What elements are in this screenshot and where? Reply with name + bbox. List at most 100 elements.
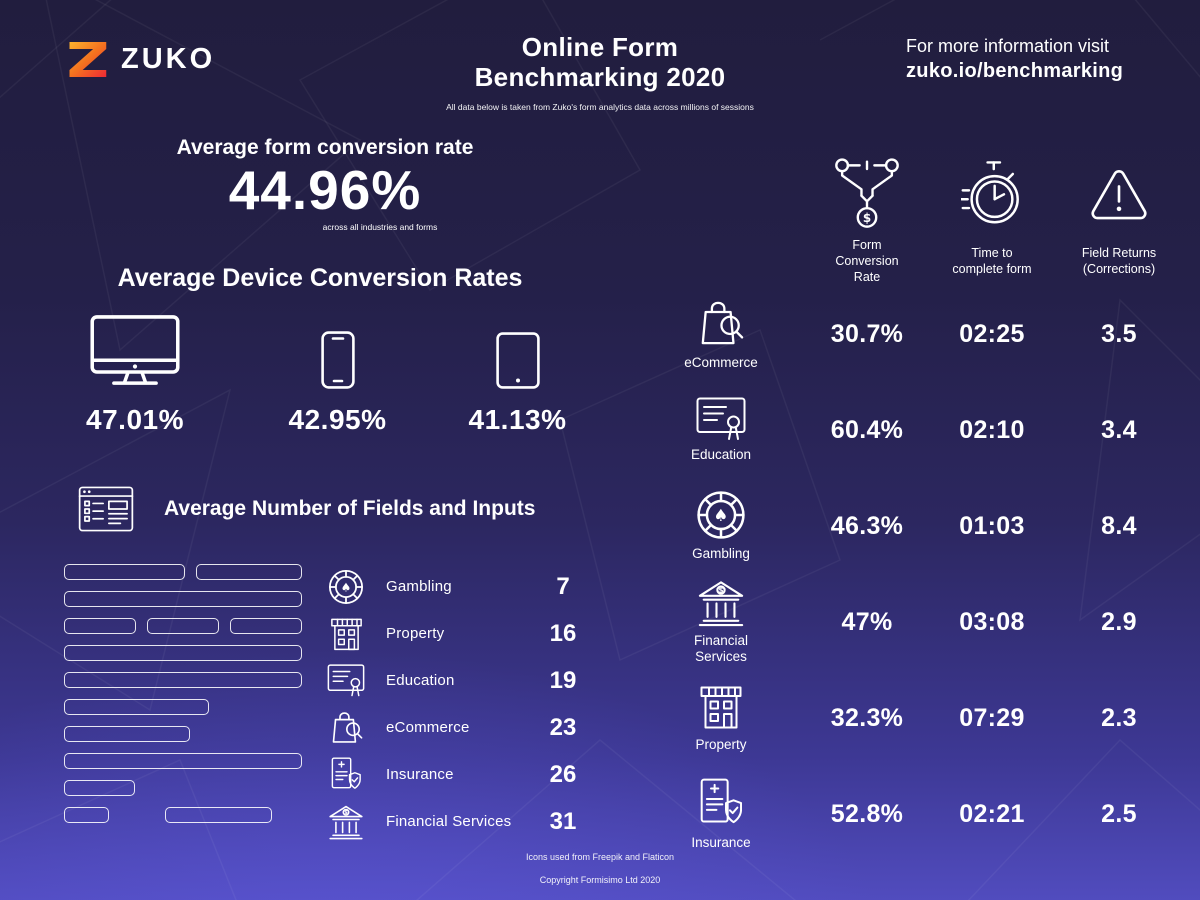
average-conversion-value: 44.96% (228, 159, 422, 221)
column-header-conversion: Form Conversion Rate (835, 237, 899, 285)
education-conversion: 60.4% (830, 415, 904, 444)
fields-list: Gambling 7 Property 16 Education 19 eCom… (320, 563, 588, 845)
table-row-financial-services: Financial Services (635, 574, 807, 670)
property-conversion: 32.3% (830, 703, 904, 732)
logo-text: ZUKO (121, 43, 216, 75)
financial-services-icon (697, 579, 745, 627)
list-item-value: 19 (549, 666, 577, 694)
list-item-label: Insurance (386, 766, 454, 783)
info-block: For more information visit zuko.io/bench… (906, 36, 1176, 83)
title-line-1: Online Form (521, 32, 679, 62)
ecommerce-returns: 3.5 (1101, 319, 1137, 348)
industry-label: Financial Services (693, 633, 749, 664)
info-text: For more information visit (906, 36, 1110, 56)
list-item-insurance: Insurance 26 (320, 751, 588, 798)
list-item-label: Gambling (386, 578, 452, 595)
insurance-time: 02:21 (959, 799, 1025, 828)
icons-credit: Icons used from Freepik and Flaticon (525, 852, 675, 862)
average-conversion-note: across all industries and forms (322, 221, 438, 232)
copyright: Copyright Formisimo Ltd 2020 (539, 875, 661, 885)
education-time: 02:10 (959, 415, 1025, 444)
ecommerce-conversion: 30.7% (830, 319, 904, 348)
column-header-returns: Field Returns (Corrections) (1081, 245, 1157, 276)
average-conversion-label: Average form conversion rate (176, 136, 474, 159)
warning-triangle-icon (1090, 167, 1148, 220)
list-item-label: Financial Services (386, 813, 512, 830)
education-icon (696, 397, 746, 441)
table-row-property: Property (635, 670, 807, 766)
gambling-icon (328, 569, 364, 605)
gambling-returns: 8.4 (1101, 511, 1137, 540)
education-icon (327, 664, 365, 697)
phone-icon (321, 331, 355, 389)
table-row-ecommerce: eCommerce (635, 286, 807, 382)
table-row-insurance: Insurance (635, 766, 807, 862)
list-item-value: 7 (556, 572, 570, 600)
table-row-education: Education (635, 382, 807, 478)
table-row-gambling: Gambling (635, 478, 807, 574)
benchmarking-url[interactable]: zuko.io/benchmarking (906, 60, 1124, 82)
industry-label: Insurance (691, 834, 751, 850)
financial-services-returns: 2.9 (1101, 607, 1137, 636)
list-item-value: 23 (549, 713, 577, 741)
list-item-value: 26 (549, 760, 577, 788)
property-time: 07:29 (959, 703, 1025, 732)
mobile-conversion-value: 42.95% (288, 404, 387, 435)
gambling-icon (696, 490, 746, 540)
gambling-time: 01:03 (959, 511, 1025, 540)
industry-label: Property (695, 737, 747, 753)
list-item-ecommerce: eCommerce 23 (320, 704, 588, 751)
average-conversion-section: Average form conversion rate 44.96% acro… (95, 136, 555, 232)
column-header-time: Time to complete form (952, 245, 1032, 276)
tablet-conversion-value: 41.13% (468, 404, 567, 435)
financial-services-icon (328, 804, 364, 840)
title-subtitle: All data below is taken from Zuko's form… (446, 101, 754, 112)
industry-label: Education (690, 447, 752, 463)
ecommerce-time: 02:25 (959, 319, 1025, 348)
insurance-returns: 2.5 (1101, 799, 1137, 828)
property-returns: 2.3 (1101, 703, 1137, 732)
fields-section-header: Average Number of Fields and Inputs (78, 486, 535, 532)
list-item-property: Property 16 (320, 610, 588, 657)
ecommerce-icon (698, 297, 744, 349)
industry-label: Gambling (692, 546, 750, 562)
device-section-title: Average Device Conversion Rates (117, 264, 523, 292)
page-title: Online Form Benchmarking 2020 All data b… (390, 32, 810, 112)
desktop-icon (89, 314, 181, 389)
form-wireframe (64, 564, 302, 834)
financial-services-time: 03:08 (959, 607, 1025, 636)
desktop-conversion-value: 47.01% (86, 404, 184, 435)
industry-label: eCommerce (684, 355, 758, 371)
tablet-icon (496, 332, 540, 389)
financial-services-conversion: 47% (841, 607, 893, 636)
list-item-value: 31 (549, 807, 577, 835)
device-tablet: 41.13% (425, 300, 610, 436)
zuko-z-icon (69, 42, 107, 77)
stopwatch-icon (961, 160, 1023, 226)
list-item-label: Education (386, 672, 455, 689)
education-returns: 3.4 (1101, 415, 1137, 444)
property-icon (699, 683, 743, 731)
ecommerce-icon (330, 709, 363, 746)
insurance-conversion: 52.8% (830, 799, 904, 828)
device-desktop: 47.01% (40, 300, 230, 436)
list-item-education: Education 19 (320, 657, 588, 704)
list-item-label: eCommerce (386, 719, 470, 736)
property-icon (330, 616, 363, 652)
device-mobile: 42.95% (245, 300, 430, 436)
zuko-logo: ZUKO (66, 40, 215, 79)
funnel-dollar-icon (832, 156, 902, 230)
footer: Icons used from Freepik and Flaticon Cop… (400, 852, 800, 885)
list-item-label: Property (386, 625, 445, 642)
fields-section-title: Average Number of Fields and Inputs (164, 497, 536, 520)
form-window-icon (78, 486, 134, 532)
list-item-gambling: Gambling 7 (320, 563, 588, 610)
industry-benchmark-table: Form Conversion Rate Time to complete fo… (635, 150, 1181, 862)
insurance-icon (700, 778, 742, 829)
insurance-icon (331, 757, 361, 793)
list-item-financial-services: Financial Services 31 (320, 798, 588, 845)
list-item-value: 16 (549, 619, 577, 647)
gambling-conversion: 46.3% (830, 511, 904, 540)
